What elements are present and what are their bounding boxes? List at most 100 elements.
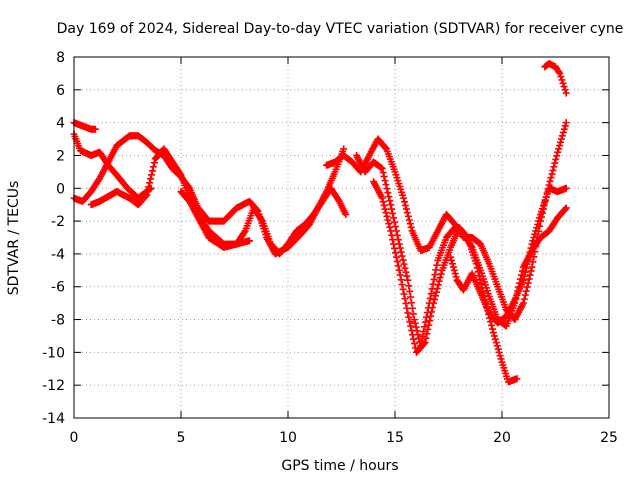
data-point — [431, 292, 439, 300]
data-point — [409, 310, 417, 318]
data-point — [549, 166, 557, 174]
data-point — [422, 334, 430, 342]
x-tick-label: 20 — [493, 430, 511, 446]
y-tick-label: 6 — [56, 83, 65, 99]
data-point — [449, 263, 457, 271]
data-point — [405, 313, 413, 321]
data-point — [393, 258, 401, 266]
data-point — [547, 174, 555, 182]
data-point — [429, 304, 437, 312]
data-point — [529, 258, 537, 266]
data-point — [388, 231, 396, 239]
data-point — [432, 288, 440, 296]
data-point — [546, 177, 554, 185]
data-point — [379, 198, 387, 206]
data-point — [552, 155, 560, 163]
data-point — [383, 212, 391, 220]
data-point — [380, 201, 388, 209]
x-tick-label: 25 — [600, 430, 618, 446]
data-point — [554, 148, 562, 156]
data-point — [487, 318, 495, 326]
data-point — [434, 281, 442, 289]
data-point — [406, 287, 414, 295]
data-point — [406, 220, 414, 228]
y-tick-label: 4 — [56, 116, 65, 132]
data-point — [398, 281, 406, 289]
data-point — [407, 293, 415, 301]
data-point — [387, 227, 395, 235]
x-tick-label: 5 — [177, 430, 186, 446]
data-point — [520, 295, 528, 303]
x-tick-label: 0 — [70, 430, 79, 446]
data-point — [91, 125, 99, 133]
data-point — [474, 268, 482, 276]
data-point — [437, 270, 445, 278]
data-point — [144, 187, 152, 195]
data-point — [150, 159, 158, 167]
data-point — [522, 264, 530, 272]
data-point — [494, 345, 502, 353]
x-tick-label: 15 — [386, 430, 404, 446]
data-point — [390, 240, 398, 248]
data-point — [396, 271, 404, 279]
series-track-9 — [447, 184, 570, 327]
data-point — [422, 313, 430, 321]
data-point — [463, 232, 471, 240]
data-point — [529, 237, 537, 245]
x-tick-label: 10 — [279, 430, 297, 446]
grid-lines — [74, 57, 609, 418]
data-point — [430, 275, 438, 283]
data-point — [531, 230, 539, 238]
data-point — [525, 275, 533, 283]
data-point — [536, 214, 544, 222]
data-point — [420, 340, 428, 348]
series-track-10 — [541, 60, 570, 97]
y-tick-label: -10 — [42, 345, 65, 361]
data-point — [378, 194, 386, 202]
data-point — [408, 326, 416, 334]
y-tick-label: 0 — [56, 181, 65, 197]
data-point — [384, 189, 392, 197]
data-point — [383, 185, 391, 193]
data-point — [395, 266, 403, 274]
data-point — [525, 252, 533, 260]
data-point — [382, 181, 390, 189]
data-point — [394, 262, 402, 270]
data-point — [391, 218, 399, 226]
data-point — [410, 335, 418, 343]
data-point — [530, 234, 538, 241]
data-point — [402, 268, 410, 276]
data-point — [496, 352, 504, 360]
data-point — [380, 173, 388, 181]
data-point — [426, 294, 434, 302]
data-point — [398, 252, 406, 260]
data-point — [408, 299, 416, 307]
data-point — [519, 276, 527, 284]
data-point — [561, 86, 569, 94]
data-point — [528, 240, 536, 248]
data-point — [558, 76, 566, 84]
data-point — [404, 276, 412, 284]
data-point — [521, 268, 529, 276]
data-point — [561, 205, 569, 213]
data-point — [391, 249, 399, 257]
data-point — [401, 201, 409, 209]
data-point — [534, 220, 542, 228]
data-point — [401, 295, 409, 303]
data-point — [400, 194, 408, 202]
data-point — [381, 144, 389, 152]
chart-title: Day 169 of 2024, Sidereal Day-to-day VTE… — [57, 21, 624, 37]
data-point — [520, 272, 528, 280]
y-axis-ticks: -14 -12 -10 -8 -6 -4 -2 0 2 4 6 8 — [42, 50, 609, 427]
data-point — [535, 217, 543, 225]
data-point — [401, 264, 409, 272]
data-point — [405, 282, 413, 290]
data-point — [427, 312, 435, 320]
data-point — [555, 145, 563, 153]
data-point — [431, 271, 439, 279]
data-point — [527, 244, 535, 252]
data-point — [428, 308, 436, 316]
data-point — [379, 169, 387, 177]
data-point — [559, 79, 567, 87]
